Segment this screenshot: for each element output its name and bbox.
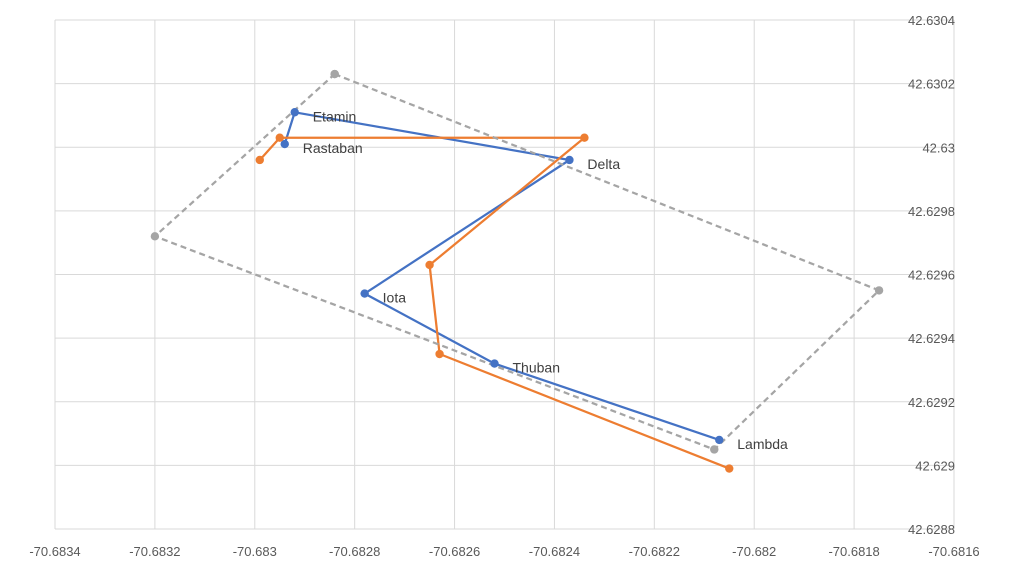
point-labels: Etamin Rastaban Delta Iota Thuban Lambda [303,108,788,452]
series-markers [150,69,884,473]
data-point [715,435,724,445]
point-label: Rastaban [303,140,363,156]
point-label: Delta [587,156,620,172]
data-point [425,260,434,270]
data-point [874,286,884,295]
axes: -70.6834 -70.6832 -70.683 -70.6828 -70.6826 -… [29,13,979,559]
series-lines [153,73,881,470]
y-tick-label: 42.6288 [908,522,955,537]
data-point [275,133,284,142]
data-point [580,133,589,142]
x-tick-label: -70.683 [233,544,277,559]
y-tick-label: 42.63 [922,140,955,155]
data-point [710,445,719,454]
gridlines [54,19,955,530]
data-point [150,232,160,241]
data-point [435,349,444,359]
x-tick-label: -70.6824 [529,544,580,559]
x-tick-label: -70.6832 [129,544,180,559]
series-line-2 [258,136,730,470]
series-line-1 [283,111,720,441]
data-point [280,139,289,149]
y-tick-label: 42.629 [915,458,955,473]
data-point [725,464,734,473]
point-label: Iota [383,290,407,306]
point-label: Lambda [737,436,788,452]
x-tick-label: -70.6822 [629,544,680,559]
y-tick-label: 42.6296 [908,268,955,283]
x-tick-label: -70.6816 [928,544,979,559]
data-point [255,155,264,165]
data-point [490,359,499,368]
x-tick-label: -70.6828 [329,544,380,559]
x-tick-label: -70.6826 [429,544,480,559]
series-line-3 [153,73,881,451]
y-tick-label: 42.6298 [908,204,955,219]
y-tick-label: 42.6292 [908,395,955,410]
data-point [290,108,299,117]
x-tick-label: -70.6818 [828,544,879,559]
y-tick-label: 42.6294 [908,331,955,346]
data-point [330,69,339,79]
y-tick-label: 42.6304 [908,13,955,28]
point-label: Etamin [313,108,357,124]
data-point [565,155,574,165]
data-point [360,289,369,298]
x-tick-label: -70.6834 [29,544,80,559]
x-tick-label: -70.682 [732,544,776,559]
point-label: Thuban [513,360,560,376]
y-tick-label: 42.6302 [908,77,955,92]
